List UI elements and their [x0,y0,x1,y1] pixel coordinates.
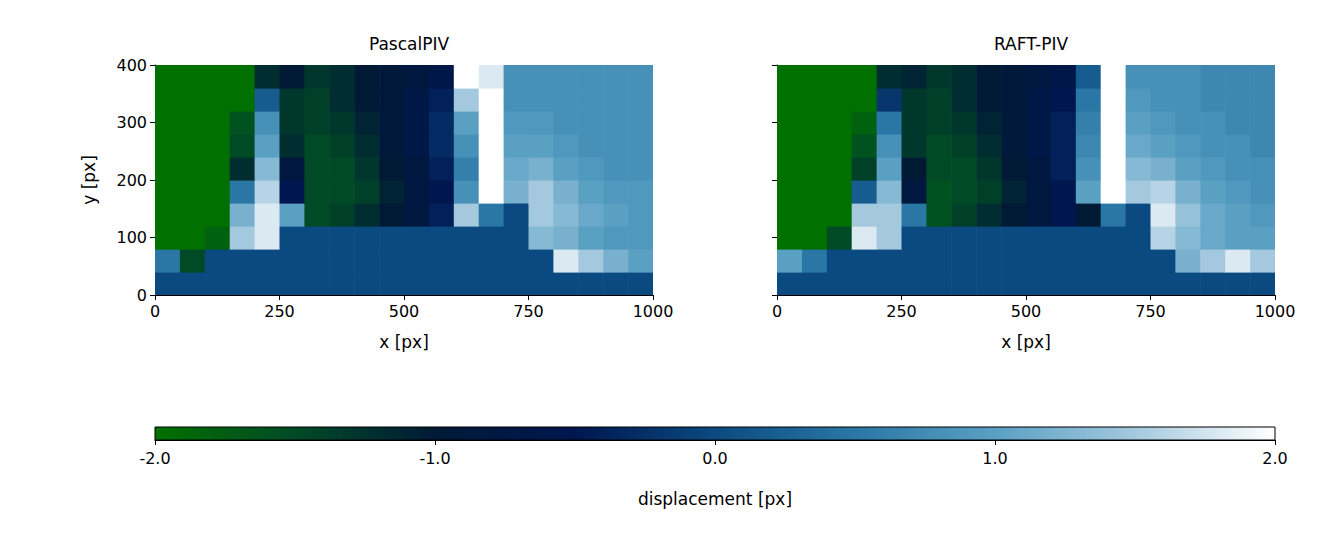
svg-text:200: 200 [116,171,147,190]
svg-text:0: 0 [150,302,160,321]
svg-text:-2.0: -2.0 [139,449,170,468]
svg-text:100: 100 [116,228,147,247]
svg-text:500: 500 [1011,302,1042,321]
svg-text:400: 400 [116,56,147,75]
svg-text:2.0: 2.0 [1262,449,1287,468]
svg-text:x [px]: x [px] [1001,332,1051,352]
svg-text:1.0: 1.0 [982,449,1007,468]
svg-text:0: 0 [137,286,147,305]
svg-text:250: 250 [886,302,917,321]
svg-text:1000: 1000 [633,302,674,321]
svg-text:1000: 1000 [1255,302,1296,321]
svg-text:0: 0 [772,302,782,321]
svg-text:PascalPIV: PascalPIV [369,34,450,54]
svg-text:y [px]: y [px] [79,155,99,205]
svg-text:-1.0: -1.0 [419,449,450,468]
svg-text:0.0: 0.0 [702,449,727,468]
svg-text:750: 750 [513,302,544,321]
svg-text:displacement [px]: displacement [px] [638,489,792,509]
svg-text:300: 300 [116,113,147,132]
svg-text:750: 750 [1135,302,1166,321]
svg-text:250: 250 [264,302,295,321]
svg-text:500: 500 [389,302,420,321]
svg-text:RAFT-PIV: RAFT-PIV [994,34,1068,54]
svg-text:x [px]: x [px] [379,332,429,352]
